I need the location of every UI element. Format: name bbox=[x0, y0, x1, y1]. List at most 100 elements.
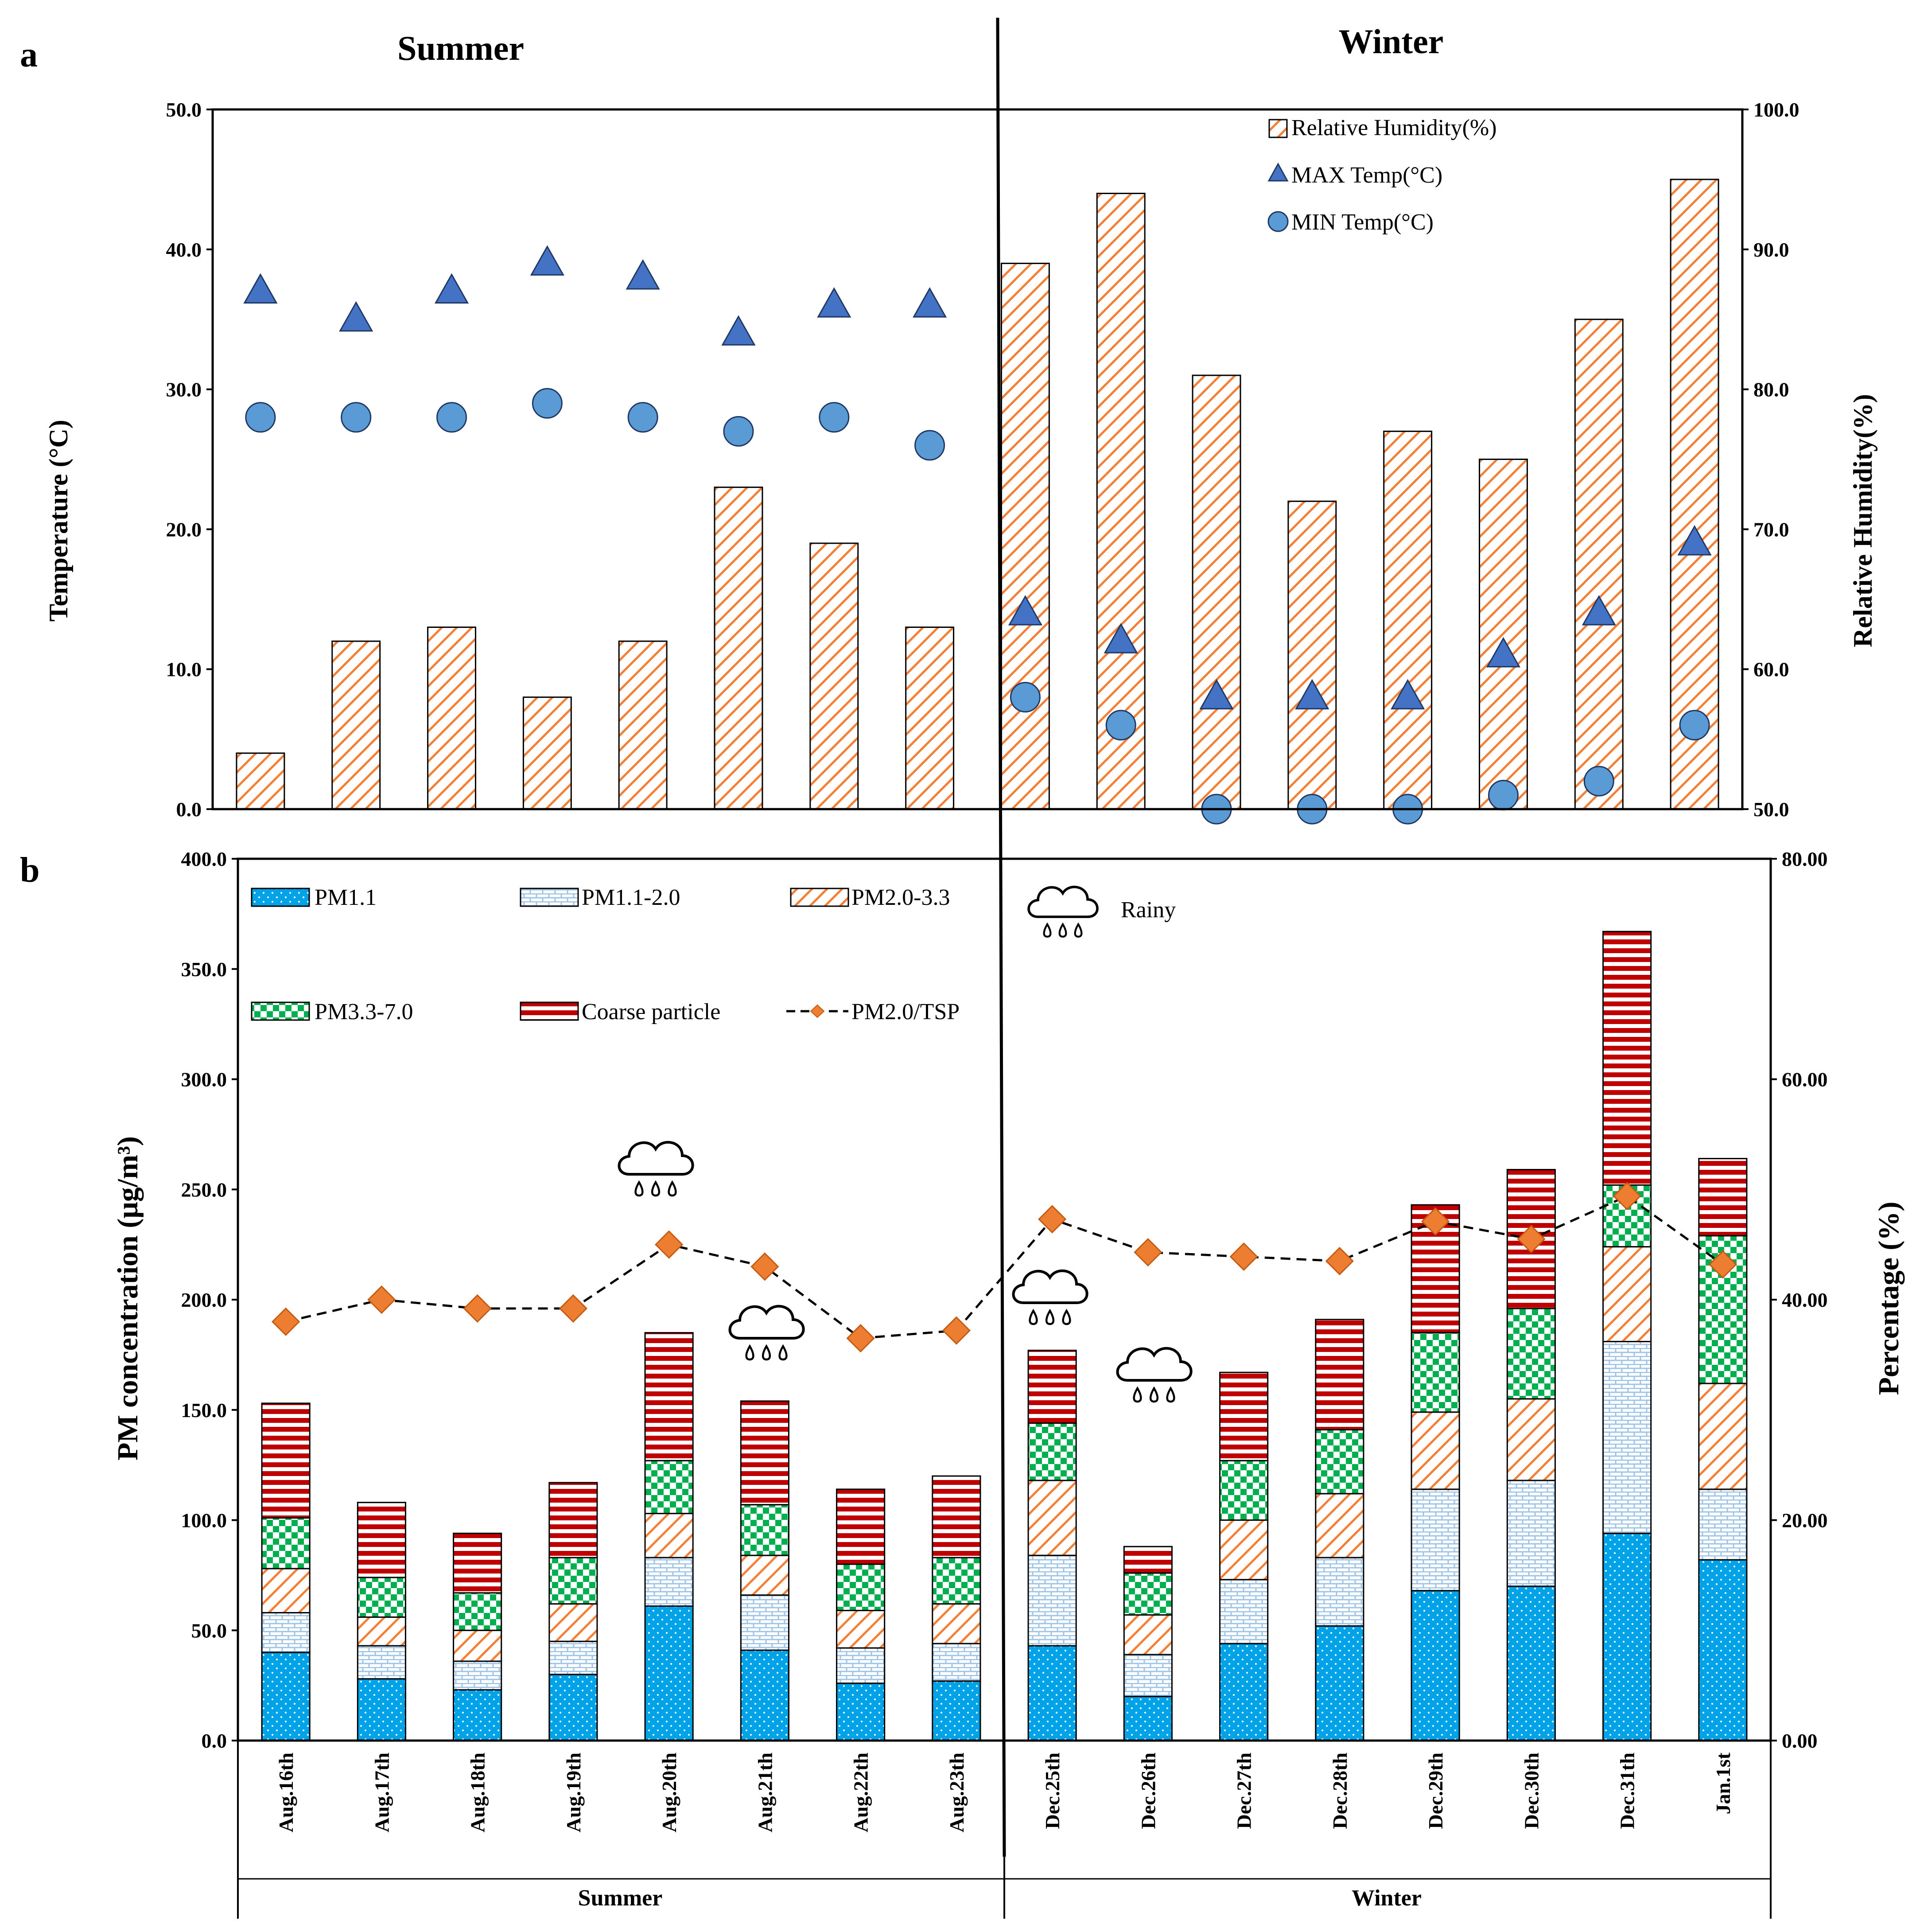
coarse-segment bbox=[1602, 931, 1652, 1186]
min-temp-point bbox=[819, 402, 850, 433]
panel-b-left-ticks: 0.0 50.0 100.0 150.0 200.0 250.0 300.0 350.0 400… bbox=[181, 848, 238, 1752]
season-header-winter: Winter bbox=[1339, 22, 1444, 61]
pm33-70-segment bbox=[453, 1592, 502, 1631]
rh-bar bbox=[236, 752, 285, 810]
coarse-segment bbox=[1315, 1319, 1364, 1431]
legend-b-ratio-marker bbox=[810, 1004, 825, 1018]
ratio-point bbox=[1134, 1238, 1162, 1267]
pm20-33-segment bbox=[548, 1603, 598, 1642]
a-right-tick-label: 100.0 bbox=[1753, 98, 1800, 121]
max-temp-point bbox=[1104, 623, 1138, 654]
pm11-20-segment bbox=[1123, 1654, 1173, 1698]
legend-a-max-marker bbox=[1267, 162, 1289, 182]
pm20-33-segment bbox=[1698, 1383, 1748, 1490]
rh-bar bbox=[1383, 430, 1433, 810]
rain-drop bbox=[634, 1180, 644, 1197]
pm11-segment bbox=[548, 1674, 598, 1741]
category-label: Aug.21th bbox=[754, 1753, 776, 1832]
pm33-70-segment bbox=[740, 1504, 789, 1556]
group-label-winter: Winter bbox=[1352, 1885, 1422, 1911]
a-left-tick-label: 10.0 bbox=[166, 658, 202, 681]
b-left-tick-label: 300.0 bbox=[181, 1068, 227, 1091]
max-temp-point bbox=[434, 273, 469, 304]
ratio-point bbox=[750, 1252, 779, 1281]
pm33-70-segment bbox=[357, 1577, 406, 1618]
rh-bar bbox=[1287, 500, 1337, 810]
panel-a-right-axis-label: Relative Humidity(%) bbox=[1848, 394, 1877, 647]
a-right-tick-label: 70.0 bbox=[1753, 518, 1789, 541]
ratio-point bbox=[1421, 1207, 1450, 1236]
ratio-point bbox=[655, 1230, 684, 1259]
pm11-20-segment bbox=[548, 1640, 598, 1675]
coarse-segment bbox=[453, 1532, 502, 1594]
rain-cloud-icon bbox=[1012, 1269, 1088, 1325]
rain-drop bbox=[1133, 1386, 1142, 1403]
min-temp-point bbox=[245, 402, 276, 433]
rain-drop bbox=[1149, 1386, 1159, 1403]
pm20-33-segment bbox=[836, 1609, 886, 1649]
pm20-33-segment bbox=[261, 1568, 311, 1613]
pm33-70-segment bbox=[548, 1557, 598, 1605]
category-label: Dec.31th bbox=[1616, 1753, 1639, 1829]
ratio-point bbox=[1229, 1242, 1258, 1271]
rh-bar bbox=[809, 542, 859, 810]
pm20-33-segment bbox=[1315, 1493, 1364, 1558]
category-label: Dec.25th bbox=[1041, 1753, 1064, 1829]
a-left-tick-label: 50.0 bbox=[166, 98, 202, 121]
pm11-segment bbox=[1698, 1559, 1748, 1741]
max-temp-point bbox=[817, 287, 851, 318]
min-temp-point bbox=[723, 416, 754, 447]
a-right-tick-label: 90.0 bbox=[1753, 238, 1789, 261]
pm20-33-segment bbox=[357, 1616, 406, 1647]
legend-a-rh-swatch bbox=[1268, 119, 1288, 138]
max-temp-point bbox=[243, 273, 278, 304]
max-temp-point bbox=[1486, 637, 1521, 668]
a-right-tick-label: 50.0 bbox=[1753, 798, 1789, 821]
a-left-tick-label: 30.0 bbox=[166, 378, 202, 401]
rain-drop bbox=[778, 1344, 788, 1361]
max-temp-point bbox=[1582, 595, 1616, 626]
category-label: Aug.20th bbox=[658, 1753, 680, 1832]
panel-b-ratio-line bbox=[272, 1182, 1737, 1353]
b-left-tick-label: 200.0 bbox=[181, 1289, 227, 1311]
rh-bar bbox=[331, 640, 381, 810]
legend-b-pm1120-label: PM1.1-2.0 bbox=[582, 885, 680, 910]
rain-drop bbox=[1043, 922, 1052, 938]
a-left-tick-label: 20.0 bbox=[166, 518, 202, 541]
ratio-point bbox=[1517, 1225, 1546, 1254]
panel-a: 0.0 10.0 20.0 30.0 40.0 50.0 50.0 60.0 70.0 80.0… bbox=[44, 98, 1877, 825]
rh-bar bbox=[714, 487, 763, 810]
coarse-segment bbox=[644, 1332, 694, 1461]
legend-b-pm3370-label: PM3.3-7.0 bbox=[315, 999, 413, 1024]
max-temp-point bbox=[1295, 679, 1329, 709]
category-label: Aug.23th bbox=[945, 1753, 968, 1832]
rh-bar bbox=[427, 626, 476, 810]
pm11-segment bbox=[261, 1652, 311, 1741]
max-temp-point bbox=[626, 259, 660, 290]
panel-b: 0.0 50.0 100.0 150.0 200.0 250.0 300.0 350.0 400… bbox=[112, 848, 1905, 1919]
coarse-segment bbox=[740, 1400, 789, 1506]
legend-b-pm11-swatch bbox=[251, 888, 310, 907]
legend-b-ratio-label: PM2.0/TSP bbox=[851, 999, 960, 1024]
rain-drop bbox=[668, 1180, 677, 1197]
panel-b-right-axis-label: Percentage (%) bbox=[1873, 1202, 1905, 1395]
rain-cloud-icon bbox=[1116, 1347, 1193, 1403]
a-right-tick-label: 80.0 bbox=[1753, 378, 1789, 401]
legend-a-rh-label: Relative Humidity(%) bbox=[1291, 115, 1497, 140]
ratio-point bbox=[1708, 1250, 1737, 1279]
coarse-segment bbox=[357, 1502, 406, 1578]
pm33-70-segment bbox=[261, 1517, 311, 1570]
cloud-shape bbox=[1027, 885, 1099, 918]
rain-cloud-icon bbox=[1027, 885, 1099, 938]
legend-b-coarse-label: Coarse particle bbox=[582, 999, 720, 1024]
legend-b-pm1120-swatch bbox=[520, 888, 579, 907]
legend-a-min-marker bbox=[1267, 211, 1289, 232]
cloud-shape bbox=[618, 1141, 694, 1176]
rh-bar bbox=[522, 696, 572, 810]
legend-b-pm2033-label: PM2.0-3.3 bbox=[851, 885, 950, 910]
ratio-point bbox=[367, 1285, 396, 1314]
pm11-segment bbox=[1027, 1645, 1077, 1741]
ratio-point bbox=[942, 1316, 971, 1345]
min-temp-point bbox=[341, 402, 372, 433]
pm11-segment bbox=[836, 1683, 886, 1741]
